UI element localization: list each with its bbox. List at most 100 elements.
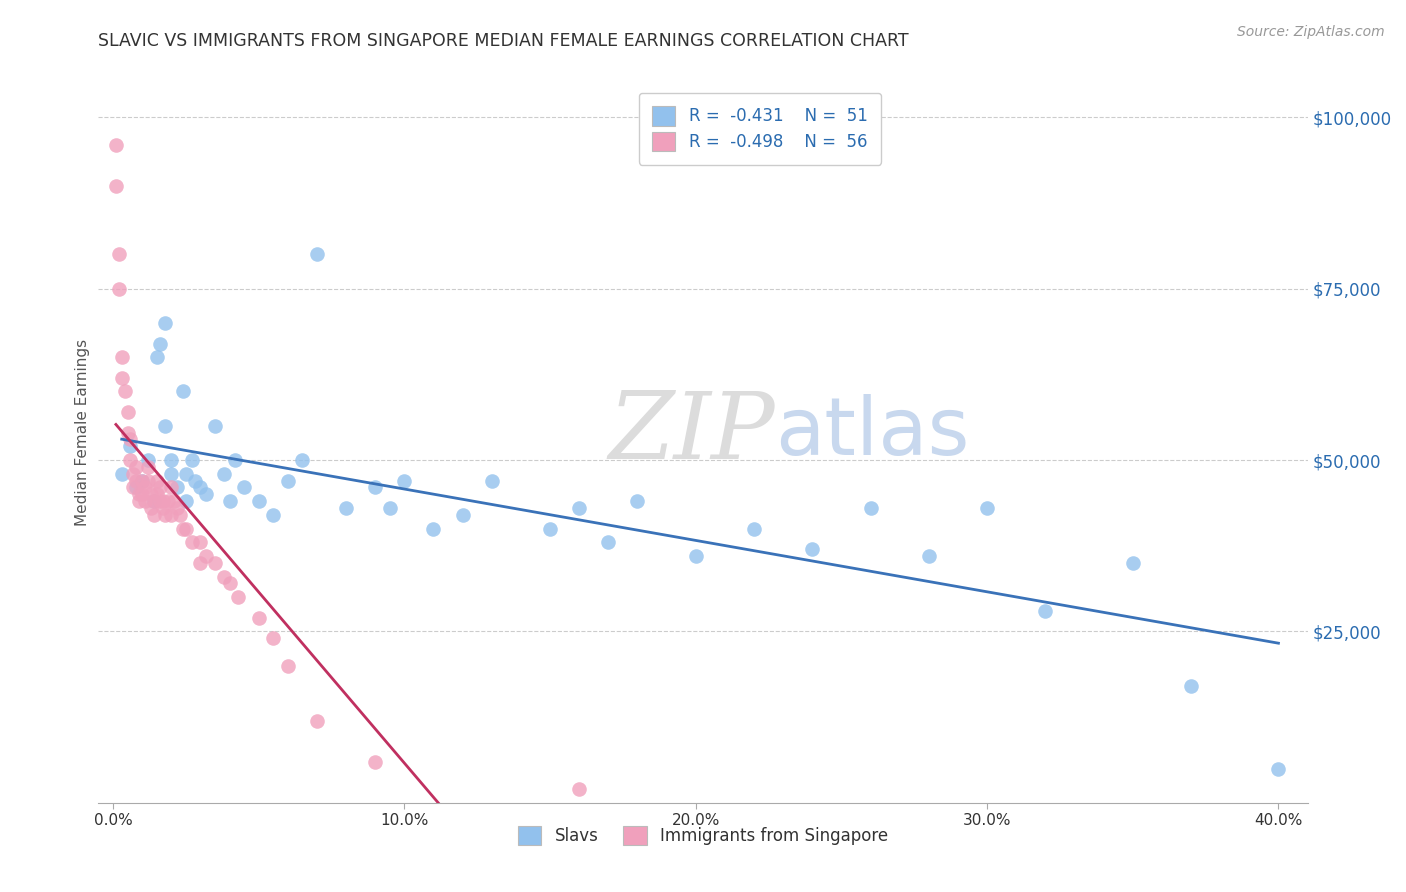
Point xyxy=(626,494,648,508)
Point xyxy=(149,336,172,351)
Point xyxy=(108,282,131,296)
Point xyxy=(136,459,159,474)
Point xyxy=(394,474,416,488)
Y-axis label: Median Female Earnings: Median Female Earnings xyxy=(75,339,90,526)
Point xyxy=(538,522,561,536)
Legend: Slavs, Immigrants from Singapore: Slavs, Immigrants from Singapore xyxy=(509,818,897,854)
Point xyxy=(685,549,707,563)
Point xyxy=(172,522,194,536)
Point xyxy=(163,494,186,508)
Point xyxy=(169,508,191,522)
Point xyxy=(131,474,153,488)
Point xyxy=(157,494,180,508)
Point xyxy=(155,418,177,433)
Point xyxy=(111,371,134,385)
Point xyxy=(262,632,284,646)
Point xyxy=(204,418,226,433)
Point xyxy=(195,549,218,563)
Point xyxy=(122,480,145,494)
Point xyxy=(218,576,240,591)
Point xyxy=(128,494,150,508)
Point xyxy=(1267,762,1289,776)
Point xyxy=(104,178,127,193)
Point xyxy=(364,480,387,494)
Point xyxy=(125,474,148,488)
Point xyxy=(128,487,150,501)
Point xyxy=(166,501,188,516)
Point xyxy=(226,590,249,604)
Point xyxy=(155,316,177,330)
Point xyxy=(378,501,401,516)
Point xyxy=(125,480,148,494)
Point xyxy=(145,474,167,488)
Point xyxy=(136,453,159,467)
Point xyxy=(145,487,167,501)
Point xyxy=(160,508,183,522)
Point xyxy=(160,467,183,481)
Point xyxy=(451,508,474,522)
Point xyxy=(117,405,139,419)
Point xyxy=(117,425,139,440)
Point xyxy=(568,501,591,516)
Point xyxy=(305,247,328,261)
Point xyxy=(976,501,998,516)
Point xyxy=(247,494,270,508)
Point xyxy=(152,501,174,516)
Point xyxy=(174,467,197,481)
Point xyxy=(122,467,145,481)
Point xyxy=(134,480,156,494)
Point xyxy=(859,501,882,516)
Point xyxy=(212,569,235,583)
Point xyxy=(174,522,197,536)
Point xyxy=(277,474,299,488)
Point xyxy=(1180,679,1202,693)
Point xyxy=(212,467,235,481)
Point xyxy=(277,658,299,673)
Point xyxy=(125,459,148,474)
Point xyxy=(247,610,270,624)
Point xyxy=(108,247,131,261)
Text: atlas: atlas xyxy=(776,393,970,472)
Point xyxy=(174,494,197,508)
Point xyxy=(149,494,172,508)
Point xyxy=(131,474,153,488)
Point xyxy=(155,508,177,522)
Point xyxy=(233,480,256,494)
Point xyxy=(120,453,142,467)
Point xyxy=(145,350,167,364)
Point xyxy=(190,535,212,549)
Point xyxy=(742,522,765,536)
Point xyxy=(120,439,142,453)
Text: Source: ZipAtlas.com: Source: ZipAtlas.com xyxy=(1237,25,1385,39)
Point xyxy=(152,494,174,508)
Point xyxy=(801,542,824,557)
Point xyxy=(111,467,134,481)
Point xyxy=(224,453,246,467)
Point xyxy=(204,556,226,570)
Point xyxy=(120,433,142,447)
Point xyxy=(218,494,240,508)
Point xyxy=(136,474,159,488)
Point xyxy=(160,480,183,494)
Point xyxy=(422,522,444,536)
Point xyxy=(190,556,212,570)
Point xyxy=(166,480,188,494)
Point xyxy=(183,474,205,488)
Point xyxy=(918,549,941,563)
Point xyxy=(160,453,183,467)
Point xyxy=(335,501,357,516)
Point xyxy=(568,782,591,797)
Point xyxy=(180,535,202,549)
Point xyxy=(142,494,165,508)
Point xyxy=(172,384,194,399)
Point xyxy=(481,474,503,488)
Point xyxy=(305,714,328,728)
Point xyxy=(190,480,212,494)
Text: ZIP: ZIP xyxy=(609,388,776,477)
Point xyxy=(1033,604,1056,618)
Point xyxy=(262,508,284,522)
Point xyxy=(598,535,620,549)
Text: SLAVIC VS IMMIGRANTS FROM SINGAPORE MEDIAN FEMALE EARNINGS CORRELATION CHART: SLAVIC VS IMMIGRANTS FROM SINGAPORE MEDI… xyxy=(98,32,910,50)
Point xyxy=(111,350,134,364)
Point xyxy=(142,494,165,508)
